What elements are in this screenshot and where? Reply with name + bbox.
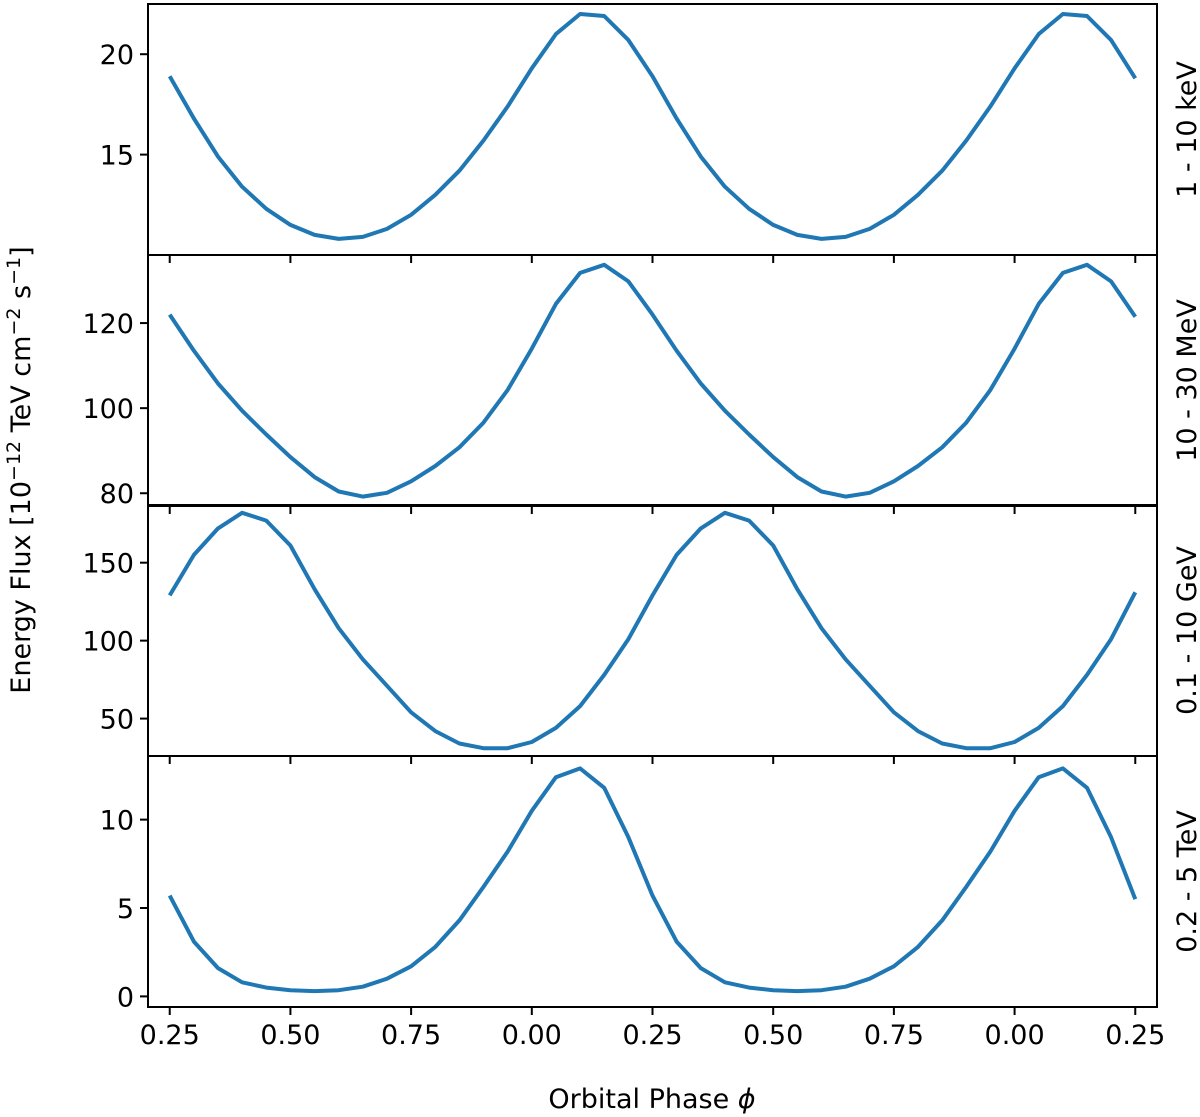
x-tick-label: 0.00 <box>502 1020 562 1051</box>
y-tick-label: 0 <box>117 982 134 1013</box>
panel-4: 0 5 10 0.2 - 5 TeV <box>100 755 1200 1015</box>
x-tick-label: 0.50 <box>743 1020 803 1051</box>
y-tick-label: 120 <box>82 309 134 340</box>
panel-energy-label: 10 - 30 MeV <box>1172 299 1200 462</box>
y-tick-label: 20 <box>100 40 134 71</box>
panel-frame <box>147 3 1158 256</box>
x-tick-label: 0.75 <box>381 1020 441 1051</box>
y-tick-label: 50 <box>100 705 134 736</box>
y-tick-label: 150 <box>82 549 134 580</box>
series-line-panel-2 <box>168 262 1137 499</box>
y-tick-label: 80 <box>100 479 134 510</box>
x-axis: 0.25 0.50 0.75 0.00 0.25 0.50 0.75 0.00 0.25 <box>140 1020 1166 1051</box>
x-tick-label: 0.25 <box>140 1020 200 1051</box>
y-tick-label: 100 <box>82 627 134 658</box>
series-line-panel-4 <box>167 766 1138 994</box>
y-tick-label: 100 <box>82 394 134 425</box>
panel-energy-label: 0.2 - 5 TeV <box>1172 810 1200 953</box>
x-axis-label: Orbital Phase ϕ <box>548 1084 755 1115</box>
panel-frame <box>147 755 1158 1008</box>
panel-frame <box>147 254 1158 507</box>
x-tick-label: 0.25 <box>1105 1020 1165 1051</box>
panel-energy-label: 0.1 - 10 GeV <box>1172 546 1200 715</box>
x-tick-label: 0.75 <box>864 1020 924 1051</box>
panel-1: 15 20 1 - 10 keV <box>100 3 1200 263</box>
y-tick-label: 10 <box>100 806 134 837</box>
panel-energy-label: 1 - 10 keV <box>1172 61 1200 198</box>
y-tick-label: 15 <box>100 141 134 172</box>
y-tick-label: 5 <box>117 894 134 925</box>
panel-3: 50 100 150 0.1 - 10 GeV <box>82 504 1200 764</box>
x-tick-label: 0.50 <box>260 1020 320 1051</box>
x-tick-label: 0.00 <box>985 1020 1045 1051</box>
x-tick-label: 0.25 <box>622 1020 682 1051</box>
y-axis-label: Energy Flux [10−12 TeV cm−2 s−1] <box>3 246 37 693</box>
panel-2: 80 100 120 10 - 30 MeV <box>82 254 1200 514</box>
series-line-panel-1 <box>167 12 1137 241</box>
panel-frame <box>147 504 1158 757</box>
series-line-panel-3 <box>167 510 1138 751</box>
